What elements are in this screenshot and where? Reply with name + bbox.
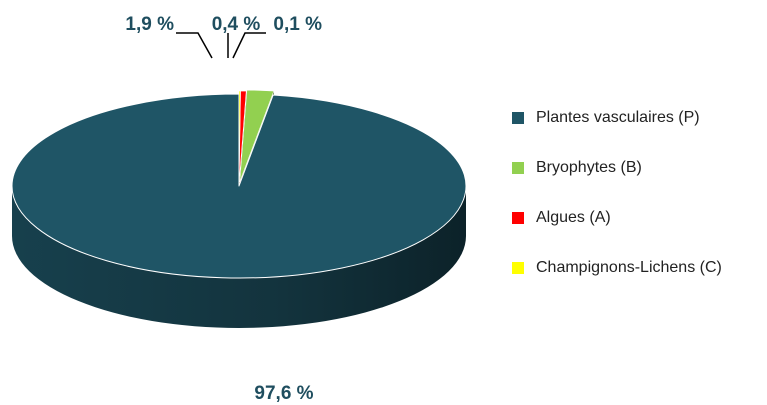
value-labels: 97,6 % 1,9 % 0,4 % 0,1 %: [125, 14, 322, 404]
value-label-plantes-vasculaires: 97,6 %: [254, 383, 313, 404]
legend-label-bryophytes: Bryophytes (B): [536, 159, 642, 176]
legend-swatch-plantes-vasculaires: [512, 112, 524, 124]
pie-slice-plantes-vasculaires: [11, 93, 467, 279]
legend-item-plantes-vasculaires: Plantes vasculaires (P): [512, 108, 722, 128]
leader-line-bryophytes: [176, 32, 213, 59]
value-label-champignons-lichens: 0,1 %: [273, 14, 322, 35]
leader-line-champignons-lichens: [232, 32, 266, 59]
legend-label-champignons-lichens: Champignons-Lichens (C): [536, 259, 722, 276]
pie-slice-champignons-lichens: [238, 90, 241, 184]
pie-slice-bryophytes: [239, 89, 275, 183]
legend-label-algues: Algues (A): [536, 209, 611, 226]
legend-swatch-champignons-lichens: [512, 262, 524, 274]
legend-item-champignons-lichens: Champignons-Lichens (C): [512, 258, 722, 278]
value-label-bryophytes: 1,9 %: [125, 14, 174, 35]
pie-tops: [11, 89, 467, 279]
legend-label-plantes-vasculaires: Plantes vasculaires (P): [536, 109, 700, 126]
pie-side-plantes-vasculaires: [12, 186, 466, 328]
legend: Plantes vasculaires (P) Bryophytes (B) A…: [512, 108, 722, 308]
value-label-algues: 0,4 %: [212, 14, 261, 35]
legend-swatch-bryophytes: [512, 162, 524, 174]
legend-item-bryophytes: Bryophytes (B): [512, 158, 722, 178]
legend-swatch-algues: [512, 212, 524, 224]
legend-item-algues: Algues (A): [512, 208, 722, 228]
